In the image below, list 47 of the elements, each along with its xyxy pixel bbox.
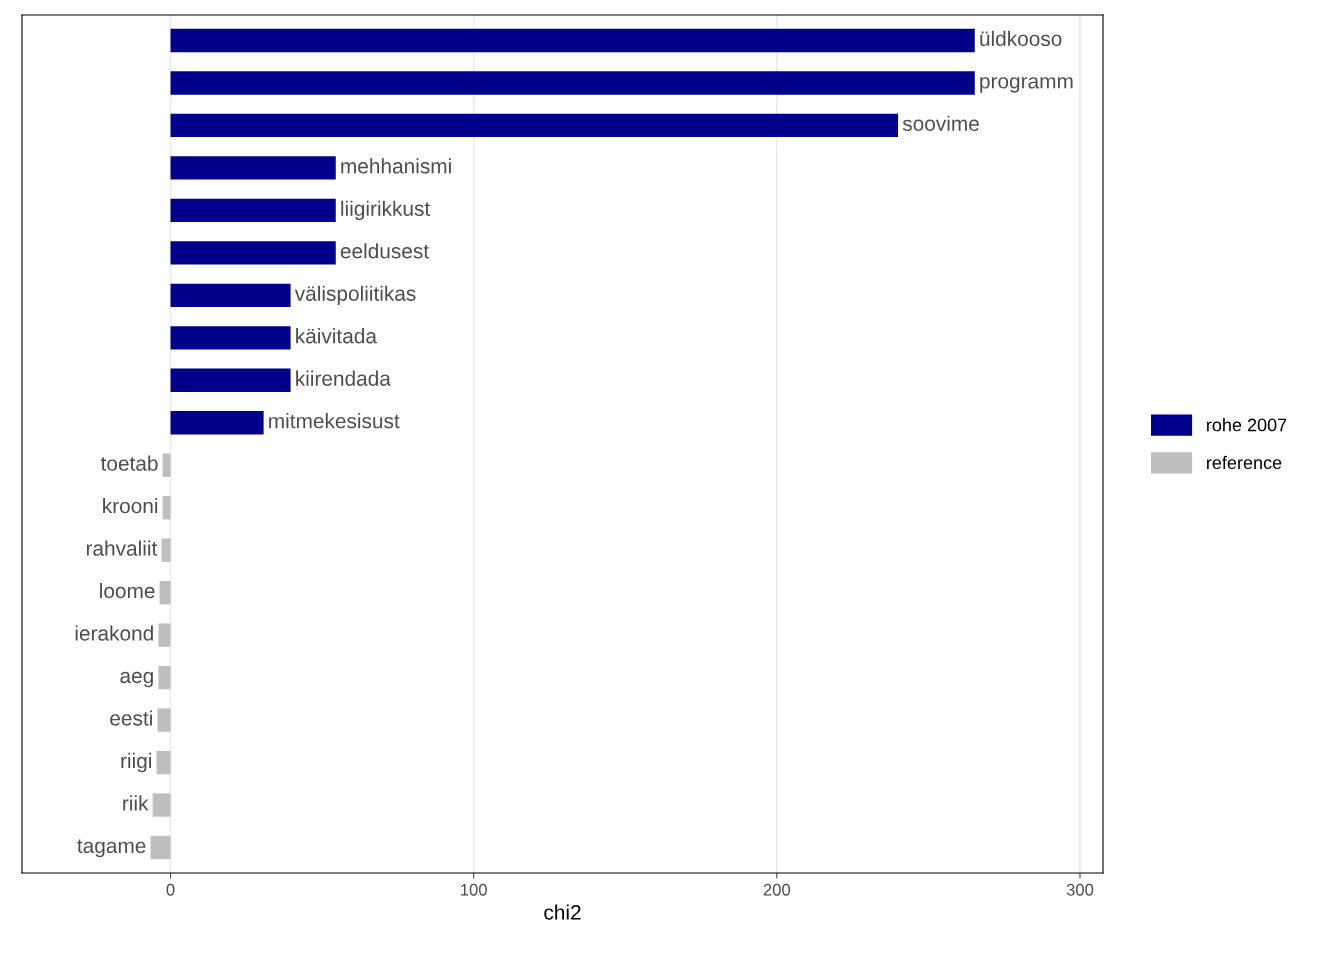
x-tick-label: 300 [1066,883,1094,896]
x-tick-label: 200 [763,883,791,896]
bar [170,411,264,435]
y-tick-label: mitmekesisust [269,413,400,429]
bar [170,113,899,138]
y-tick-label: liigirikkust [341,200,431,221]
x-tick-label: 0 [166,883,175,896]
y-tick-label: eeldusest [340,243,429,259]
y-tick-label: kiirendada [296,370,391,386]
y-tick-label: aeg [120,671,153,688]
legend-label: reference [1207,455,1282,470]
bar [162,496,171,520]
bar [158,623,171,647]
y-tick-label: krooni [103,498,158,514]
bar [170,198,336,223]
bar [162,453,171,477]
legend-label: rohe 2007 [1207,418,1287,432]
x-axis-title: chi2 [544,904,581,920]
y-tick-label: ierakond [75,625,153,641]
y-tick-label: üldkooso [980,30,1062,47]
y-tick-label: välispoliitikas [294,285,416,306]
y-tick-label: soovime [902,115,979,132]
y-tick-label: programm [980,77,1073,93]
bar [170,241,336,265]
x-tick-label: 100 [461,883,487,896]
bar [150,835,171,860]
bar [170,71,975,95]
y-tick-label: mehhanismi [341,158,451,174]
bar [157,708,171,732]
y-tick-label: tagame [77,839,146,858]
bar [170,326,291,350]
bar [170,156,336,180]
y-tick-label: rahvaliit [86,540,158,556]
bar [158,665,171,690]
y-tick-label: loome [100,582,155,599]
y-tick-label: riik [123,795,149,811]
bar [170,28,975,53]
bar [170,283,291,308]
bar [152,793,171,817]
bar [156,750,171,775]
y-tick-label: eesti [110,710,152,726]
bar [170,368,291,392]
y-tick-label: toetab [100,455,158,471]
bar [159,580,171,605]
bar [161,538,171,562]
y-tick-label: käivitada [296,328,377,344]
y-tick-label: riigi [121,752,152,773]
